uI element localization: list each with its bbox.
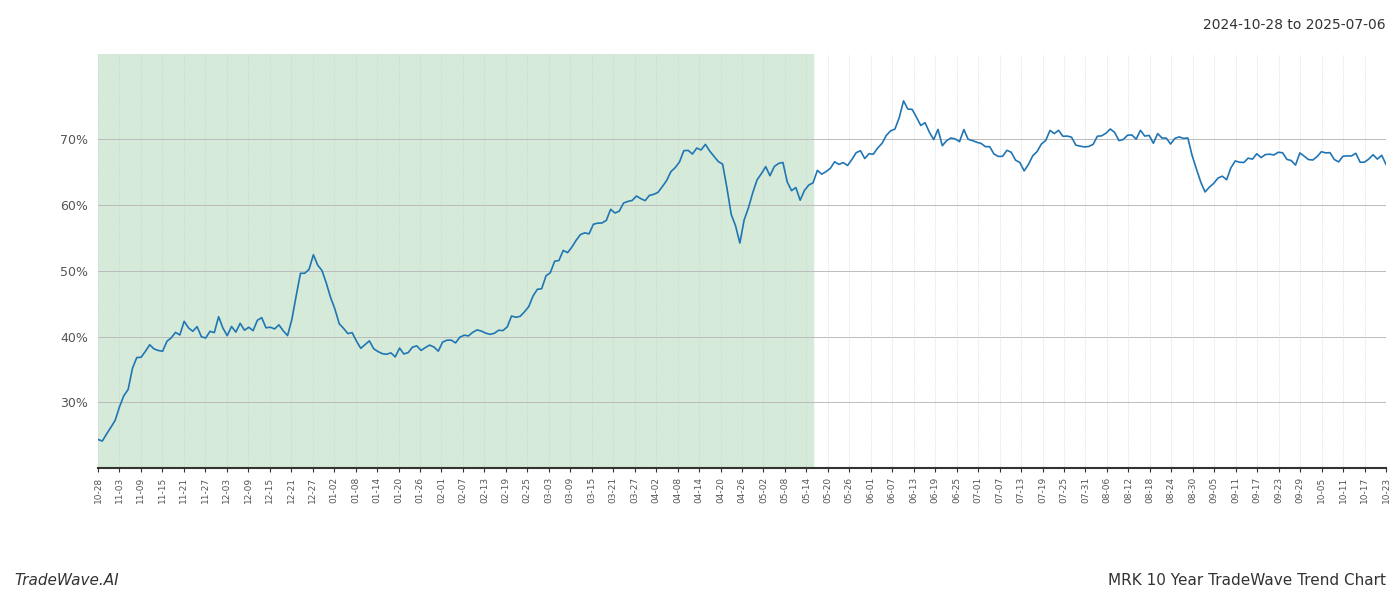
Text: MRK 10 Year TradeWave Trend Chart: MRK 10 Year TradeWave Trend Chart: [1107, 573, 1386, 588]
Bar: [98, 54, 813, 468]
Text: TradeWave.AI: TradeWave.AI: [14, 573, 119, 588]
Text: 2024-10-28 to 2025-07-06: 2024-10-28 to 2025-07-06: [1204, 18, 1386, 32]
